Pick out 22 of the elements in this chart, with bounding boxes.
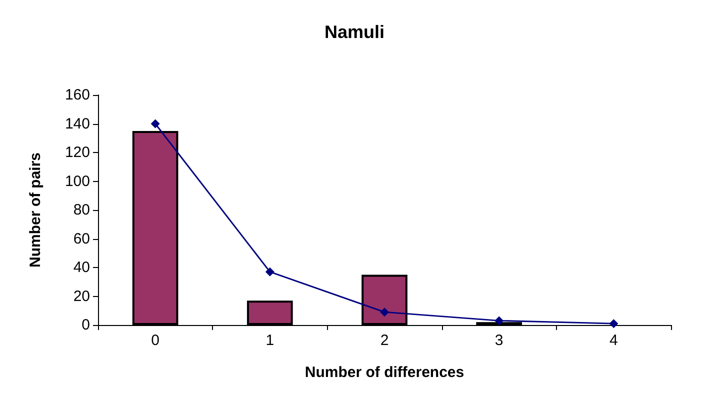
x-tick-label: 2: [380, 332, 389, 349]
chart-title: Namuli: [324, 22, 385, 42]
y-tick-label: 160: [64, 86, 90, 104]
y-tick-label: 20: [73, 288, 90, 305]
y-tick-label: 0: [82, 316, 90, 334]
y-axis-title: Number of pairs: [27, 152, 44, 268]
point: [380, 308, 389, 317]
x-tick-label: 1: [266, 332, 274, 349]
point: [494, 316, 504, 326]
x-tick-label: 0: [151, 332, 160, 349]
y-tick-label: 120: [64, 144, 90, 161]
y-tick-label: 80: [73, 202, 90, 218]
point: [609, 319, 618, 328]
y-tick-label: 60: [73, 230, 90, 248]
y-tick-label: 100: [64, 172, 90, 190]
y-tick-label: 140: [64, 115, 90, 132]
y-tick-label: 40: [73, 259, 90, 276]
point: [265, 267, 274, 276]
point: [150, 119, 160, 128]
x-tick-label: 3: [494, 332, 504, 349]
x-axis-title: Number of differences: [304, 364, 464, 381]
x-tick-label: 4: [610, 332, 618, 349]
